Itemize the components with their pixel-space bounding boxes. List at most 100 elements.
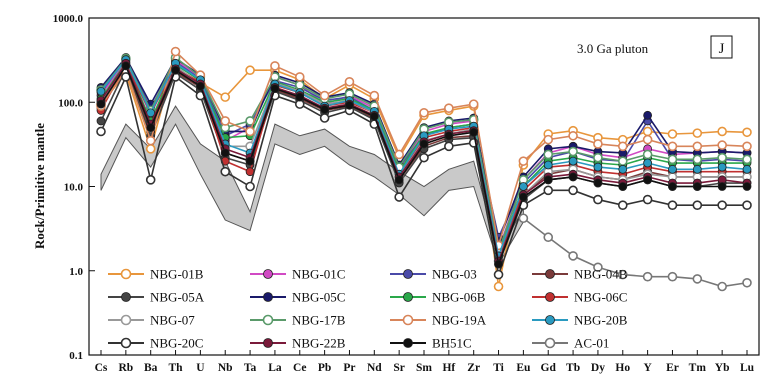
data-point (593, 139, 603, 149)
legend-label: NBG-05A (150, 290, 205, 305)
y-tick-label: 1000.0 (53, 13, 84, 25)
x-tick-label: Pr (343, 362, 355, 374)
data-point (468, 99, 479, 109)
legend-entry: NBG-19A (390, 313, 487, 328)
data-point (667, 154, 678, 165)
data-point (319, 90, 330, 101)
data-point (295, 92, 305, 102)
x-tick-label: Eu (516, 362, 531, 374)
data-point (394, 175, 404, 185)
x-tick-label: Gd (541, 362, 557, 374)
legend-entry: NBG-01C (250, 267, 345, 282)
data-point (171, 65, 180, 75)
legend-swatch-marker (263, 338, 273, 348)
data-point (568, 146, 578, 157)
legend-label: NBG-04B (574, 267, 628, 282)
series-ac-01 (518, 213, 752, 292)
legend-label: AC-01 (574, 336, 609, 351)
data-point (618, 164, 628, 174)
data-point (568, 172, 578, 182)
data-point (568, 156, 578, 166)
legend-entry: NBG-07 (108, 313, 195, 328)
data-point (493, 269, 504, 280)
legend-label: NBG-05C (292, 290, 345, 305)
data-point (692, 154, 703, 165)
data-point (692, 182, 702, 191)
legend: NBG-01B NBG-01C NBG-03 NBG-04B NBG-05A NBG-05… (108, 267, 628, 351)
data-point (717, 162, 727, 172)
data-point (494, 259, 503, 269)
legend-label: NBG-20B (574, 313, 628, 328)
data-point (145, 135, 156, 146)
data-point (593, 152, 603, 163)
data-point (643, 110, 653, 120)
data-point (643, 158, 653, 168)
data-point (692, 141, 703, 152)
data-point (294, 80, 305, 90)
data-point (717, 126, 727, 137)
x-tick-label: Rb (118, 362, 133, 374)
legend-swatch-marker (263, 269, 273, 279)
data-point (344, 76, 355, 87)
data-point (96, 126, 106, 137)
x-tick-label: Ba (144, 362, 158, 374)
x-tick-label: La (268, 362, 282, 374)
x-tick-label: Lu (740, 362, 755, 374)
x-axis: Cs Rb Ba Th U Nb Ta La Ce Pb Pr Nd Sr Sm Hf Zr Ti Eu Gd Tb D… (95, 350, 755, 374)
data-point (469, 127, 479, 137)
x-tick-label: Ce (293, 362, 306, 374)
legend-label: NBG-22B (292, 336, 346, 351)
data-point (96, 86, 106, 96)
data-point (593, 162, 603, 172)
panel-label-box (710, 35, 733, 59)
data-point (617, 141, 628, 152)
data-point (667, 200, 678, 210)
data-point (617, 269, 628, 280)
data-point (543, 232, 554, 243)
data-point (618, 182, 628, 191)
data-point (518, 192, 528, 202)
data-point (642, 134, 653, 145)
x-tick-label: Zr (467, 362, 480, 374)
data-point (419, 107, 429, 118)
data-point (96, 99, 106, 109)
panel-label: J (719, 41, 725, 57)
legend-label: NBG-07 (150, 313, 195, 328)
legend-swatch-marker (545, 315, 555, 325)
x-tick-label: Dy (591, 362, 605, 374)
legend-entry: NBG-04B (532, 267, 628, 282)
series-bh51c (96, 61, 752, 269)
data-point (742, 200, 752, 210)
x-tick-label: Ta (244, 362, 257, 374)
data-point (742, 127, 752, 138)
data-point (419, 139, 429, 149)
data-point (667, 271, 678, 282)
x-tick-label: Ti (493, 362, 504, 374)
legend-swatch-marker (544, 337, 556, 349)
data-point (543, 160, 553, 170)
y-axis-label: Rock/Primitive mantle (32, 123, 47, 249)
data-point (245, 126, 255, 137)
data-point (518, 213, 529, 224)
data-point (593, 194, 603, 205)
x-tick-label: Y (643, 362, 652, 374)
y-tick-label: 1.0 (69, 266, 83, 278)
data-point (568, 251, 578, 261)
data-point (245, 181, 255, 192)
data-point (717, 152, 727, 163)
data-point (543, 149, 554, 160)
data-point (667, 141, 678, 152)
x-tick-label: Sm (416, 362, 432, 374)
data-point (642, 126, 653, 137)
data-point (518, 182, 528, 191)
x-tick-label: Tm (689, 362, 707, 374)
legend-label: NBG-17B (292, 313, 346, 328)
data-point (543, 134, 554, 145)
legend-swatch-marker (545, 269, 555, 279)
data-point (518, 156, 529, 166)
legend-swatch-marker (263, 292, 273, 302)
x-tick-label: Pb (318, 362, 331, 374)
data-point (419, 152, 429, 163)
data-point (643, 175, 653, 185)
y-tick-label: 10.0 (64, 182, 84, 194)
